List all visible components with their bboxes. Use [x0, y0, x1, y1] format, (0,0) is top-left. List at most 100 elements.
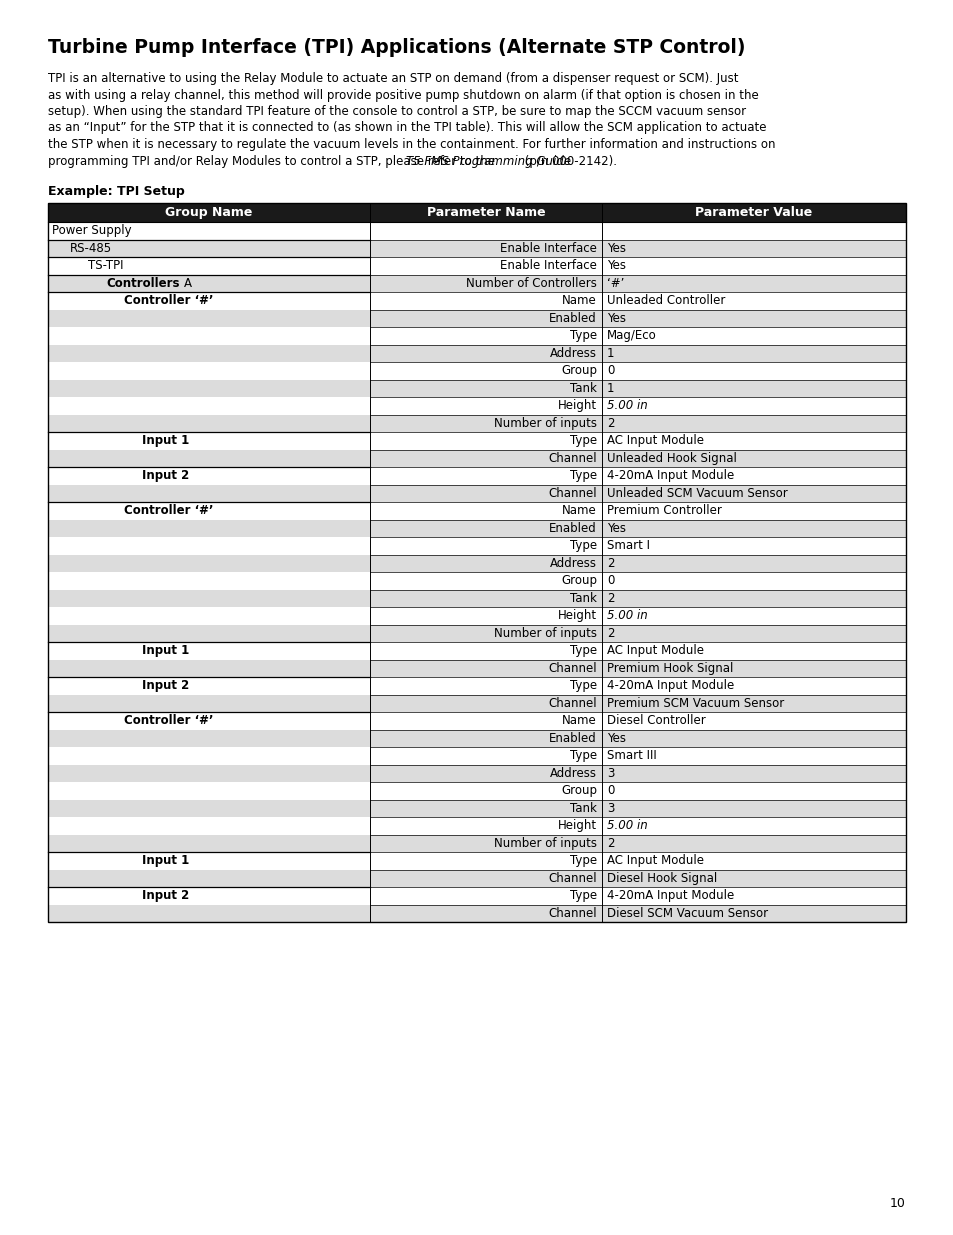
Text: 4-20mA Input Module: 4-20mA Input Module: [606, 469, 734, 482]
Text: Enable Interface: Enable Interface: [499, 242, 597, 254]
Text: Group: Group: [560, 574, 597, 588]
Text: Enabled: Enabled: [549, 732, 597, 745]
Text: Group: Group: [560, 784, 597, 798]
Bar: [48, 659, 905, 677]
Text: Tank: Tank: [570, 382, 597, 395]
Text: ‘#’: ‘#’: [606, 277, 623, 290]
Text: Type: Type: [569, 435, 597, 447]
Bar: [48, 274, 905, 291]
Text: Type: Type: [569, 469, 597, 482]
Text: Height: Height: [558, 819, 597, 832]
Text: Input 2: Input 2: [142, 889, 189, 903]
Bar: [48, 203, 905, 923]
Bar: [48, 362, 905, 379]
Text: Yes: Yes: [606, 732, 625, 745]
Bar: [48, 467, 905, 484]
Text: Channel: Channel: [548, 697, 597, 710]
Text: 0: 0: [606, 364, 614, 377]
Text: TPI is an alternative to using the Relay Module to actuate an STP on demand (fro: TPI is an alternative to using the Relay…: [48, 72, 738, 85]
Text: Type: Type: [569, 645, 597, 657]
Text: 2: 2: [606, 416, 614, 430]
Bar: [48, 520, 905, 537]
Text: AC Input Module: AC Input Module: [606, 855, 703, 867]
Text: Name: Name: [561, 294, 597, 308]
Text: Enable Interface: Enable Interface: [499, 259, 597, 272]
Text: 1: 1: [606, 382, 614, 395]
Bar: [48, 904, 905, 923]
Bar: [48, 345, 905, 362]
Text: Controller ‘#’: Controller ‘#’: [124, 504, 213, 517]
Text: Tank: Tank: [570, 592, 597, 605]
Text: Address: Address: [550, 557, 597, 569]
Text: Yes: Yes: [606, 242, 625, 254]
Bar: [48, 203, 905, 222]
Bar: [48, 713, 905, 730]
Text: RS-485: RS-485: [70, 242, 112, 254]
Text: Input 2: Input 2: [142, 469, 189, 482]
Text: Type: Type: [569, 855, 597, 867]
Bar: [48, 555, 905, 572]
Text: Address: Address: [550, 347, 597, 359]
Text: Yes: Yes: [606, 521, 625, 535]
Bar: [48, 642, 905, 659]
Text: 0: 0: [606, 574, 614, 588]
Text: AC Input Module: AC Input Module: [606, 645, 703, 657]
Text: AC Input Module: AC Input Module: [606, 435, 703, 447]
Text: Parameter Name: Parameter Name: [426, 206, 545, 219]
Text: Tank: Tank: [570, 802, 597, 815]
Text: 10: 10: [889, 1197, 905, 1210]
Bar: [48, 747, 905, 764]
Bar: [48, 240, 905, 257]
Text: TS-TPI: TS-TPI: [88, 259, 123, 272]
Text: Group: Group: [560, 364, 597, 377]
Bar: [48, 537, 905, 555]
Text: Premium SCM Vacuum Sensor: Premium SCM Vacuum Sensor: [606, 697, 783, 710]
Text: the STP when it is necessary to regulate the vacuum levels in the containment. F: the STP when it is necessary to regulate…: [48, 138, 775, 151]
Text: Name: Name: [561, 714, 597, 727]
Text: Controller ‘#’: Controller ‘#’: [124, 294, 213, 308]
Text: Type: Type: [569, 889, 597, 903]
Text: (p/n 000-2142).: (p/n 000-2142).: [520, 154, 617, 168]
Text: Enabled: Enabled: [549, 311, 597, 325]
Bar: [48, 222, 905, 240]
Text: Channel: Channel: [548, 452, 597, 464]
Text: 1: 1: [606, 347, 614, 359]
Text: Number of inputs: Number of inputs: [494, 837, 597, 850]
Text: Type: Type: [569, 679, 597, 693]
Bar: [48, 694, 905, 713]
Text: Address: Address: [550, 767, 597, 779]
Text: Diesel Hook Signal: Diesel Hook Signal: [606, 872, 717, 884]
Bar: [48, 625, 905, 642]
Text: Type: Type: [569, 540, 597, 552]
Bar: [48, 887, 905, 904]
Text: Premium Controller: Premium Controller: [606, 504, 721, 517]
Text: 0: 0: [606, 784, 614, 798]
Bar: [48, 310, 905, 327]
Text: Name: Name: [561, 504, 597, 517]
Text: 4-20mA Input Module: 4-20mA Input Module: [606, 679, 734, 693]
Text: Unleaded Controller: Unleaded Controller: [606, 294, 724, 308]
Text: T5 FMS Programming Guide: T5 FMS Programming Guide: [406, 154, 571, 168]
Text: 3: 3: [606, 767, 614, 779]
Text: 3: 3: [606, 802, 614, 815]
Text: Diesel SCM Vacuum Sensor: Diesel SCM Vacuum Sensor: [606, 906, 767, 920]
Text: 4-20mA Input Module: 4-20mA Input Module: [606, 889, 734, 903]
Bar: [48, 730, 905, 747]
Text: Smart I: Smart I: [606, 540, 649, 552]
Bar: [48, 852, 905, 869]
Text: setup). When using the standard TPI feature of the console to control a STP, be : setup). When using the standard TPI feat…: [48, 105, 745, 119]
Text: Smart III: Smart III: [606, 750, 656, 762]
Text: Type: Type: [569, 750, 597, 762]
Text: Group Name: Group Name: [165, 206, 253, 219]
Text: A: A: [184, 277, 192, 290]
Bar: [48, 572, 905, 589]
Bar: [48, 291, 905, 310]
Bar: [48, 484, 905, 501]
Bar: [48, 396, 905, 415]
Bar: [48, 869, 905, 887]
Text: Channel: Channel: [548, 906, 597, 920]
Text: as an “Input” for the STP that it is connected to (as shown in the TPI table). T: as an “Input” for the STP that it is con…: [48, 121, 765, 135]
Text: Enabled: Enabled: [549, 521, 597, 535]
Bar: [48, 677, 905, 694]
Bar: [48, 450, 905, 467]
